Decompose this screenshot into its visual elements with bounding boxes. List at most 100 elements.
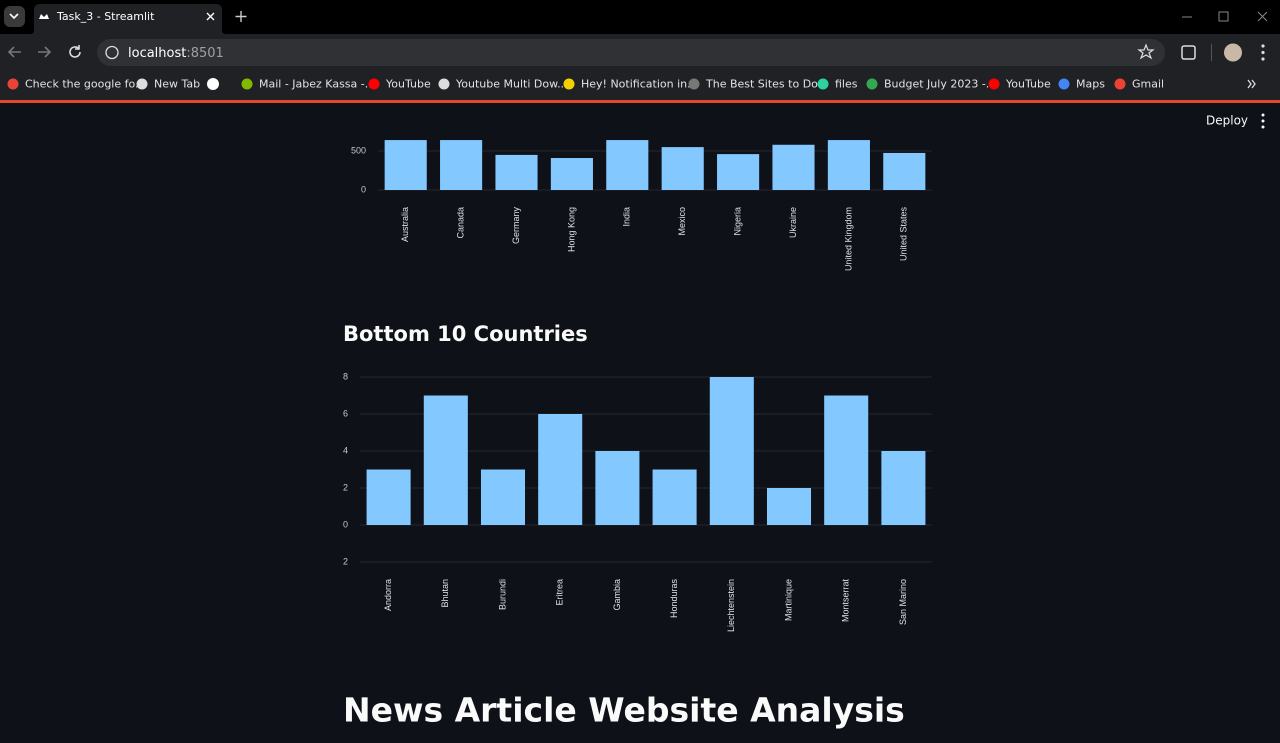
x-tick-label: Montserrat bbox=[841, 579, 851, 623]
bookmark-icon bbox=[988, 78, 1000, 90]
tab-close[interactable] bbox=[206, 12, 215, 21]
back-button[interactable] bbox=[7, 46, 21, 58]
bookmark-label: New Tab bbox=[154, 78, 200, 91]
bar bbox=[423, 395, 468, 525]
bookmark-label: Maps bbox=[1076, 78, 1105, 91]
bar-chart: 2 0 2 4 6 8 Andorra Bhutan Burundi Eritrea Gambia H… bbox=[343, 371, 932, 632]
x-tick-label: San Marino bbox=[898, 579, 908, 625]
bookmark[interactable]: Gmail bbox=[1114, 78, 1165, 91]
bookmark-label: files bbox=[835, 78, 858, 91]
bookmark-list: Check the google fo... New Tab Mail - Jabe… bbox=[7, 78, 1165, 91]
bookmark[interactable]: YouTube bbox=[988, 78, 1051, 91]
bookmark-label: The Best Sites to Do... bbox=[705, 78, 828, 91]
bookmark[interactable]: YouTube bbox=[368, 78, 431, 91]
bar bbox=[495, 154, 538, 190]
bookmark-label: Mail - Jabez Kassa -... bbox=[259, 78, 375, 91]
bookmark[interactable]: files bbox=[817, 78, 858, 91]
bar bbox=[661, 147, 704, 190]
x-tick-label: Eritrea bbox=[555, 579, 565, 606]
bar bbox=[538, 414, 583, 525]
bar bbox=[709, 377, 754, 525]
x-tick-label: Bhutan bbox=[440, 579, 450, 608]
bookmark[interactable]: The Best Sites to Do... bbox=[688, 78, 829, 91]
address-host: localhost bbox=[128, 46, 186, 61]
forward-button[interactable] bbox=[38, 46, 52, 58]
y-tick-label: 2 bbox=[343, 556, 348, 566]
bookmark[interactable]: Budget July 2023 -... bbox=[866, 78, 997, 91]
bar-chart: 0 500 Australia Canada Germany Hong Kong India… bbox=[351, 140, 932, 271]
separator bbox=[1211, 44, 1212, 61]
bookmark-icon bbox=[866, 78, 878, 90]
x-tick-label: Martinique bbox=[783, 579, 793, 621]
bar bbox=[827, 140, 870, 190]
bar bbox=[652, 469, 697, 525]
chart-title: Bottom 10 Countries bbox=[343, 322, 588, 346]
bookmark-label: YouTube bbox=[385, 78, 431, 91]
bookmark[interactable]: Mail - Jabez Kassa -... bbox=[241, 78, 376, 91]
bookmark-icon bbox=[1058, 78, 1070, 90]
bookmark-icon bbox=[563, 78, 575, 90]
tab-title: Task_3 - Streamlit bbox=[56, 10, 155, 23]
x-tick-label: Australia bbox=[400, 207, 410, 242]
bookmark-icon bbox=[438, 78, 450, 90]
address-port: :8501 bbox=[186, 46, 223, 61]
bookmark-icon bbox=[136, 78, 148, 90]
deploy-button[interactable]: Deploy bbox=[1206, 114, 1248, 128]
bookmark[interactable]: Youtube Multi Dow... bbox=[438, 78, 568, 91]
bar bbox=[366, 469, 411, 525]
x-tick-label: Nigeria bbox=[732, 207, 742, 236]
bookmark-icon bbox=[688, 78, 700, 90]
active-tab[interactable] bbox=[30, 4, 226, 34]
x-tick-label: Canada bbox=[455, 207, 465, 239]
bookmark-icon bbox=[241, 78, 253, 90]
bar bbox=[881, 451, 926, 525]
x-tick-label: United States bbox=[899, 207, 909, 262]
extensions-button[interactable] bbox=[1181, 45, 1196, 60]
streamlit-decoration bbox=[0, 100, 1280, 103]
y-tick-label: 8 bbox=[343, 371, 348, 381]
bar bbox=[717, 154, 760, 190]
x-tick-label: Germany bbox=[511, 207, 521, 245]
bookmark-label: YouTube bbox=[1005, 78, 1051, 91]
y-tick-label: 500 bbox=[351, 145, 366, 155]
x-tick-label: Mexico bbox=[677, 207, 687, 236]
bar bbox=[824, 395, 869, 525]
x-tick-label: Honduras bbox=[669, 579, 679, 619]
menu-button[interactable] bbox=[1261, 44, 1265, 61]
x-tick-label: Hong Kong bbox=[566, 207, 576, 252]
bar bbox=[883, 152, 926, 190]
profile-avatar[interactable] bbox=[1224, 43, 1242, 62]
bookmark-label: Hey! Notification in... bbox=[581, 78, 698, 91]
x-tick-label: Burundi bbox=[497, 579, 507, 610]
bar bbox=[550, 158, 593, 190]
bookmark[interactable]: Check the google fo... bbox=[7, 78, 146, 91]
bookmark-star[interactable] bbox=[1137, 43, 1155, 60]
y-tick-label: 0 bbox=[361, 184, 366, 194]
bookmark-label: Gmail bbox=[1132, 78, 1164, 91]
address-text: localhost:8501 bbox=[128, 46, 224, 61]
bookmark[interactable]: New Tab bbox=[136, 78, 201, 91]
site-info-icon[interactable] bbox=[105, 45, 119, 60]
x-tick-label: Liechtenstein bbox=[726, 579, 736, 632]
bar bbox=[606, 140, 649, 190]
x-tick-label: Ukraine bbox=[788, 207, 798, 238]
y-tick-label: 4 bbox=[343, 445, 348, 455]
bookmark-icon bbox=[817, 78, 829, 90]
reload-button[interactable] bbox=[69, 45, 81, 58]
address-bar[interactable] bbox=[97, 39, 1165, 66]
new-tab-button[interactable] bbox=[235, 11, 247, 22]
close-button[interactable] bbox=[1257, 11, 1268, 22]
bar bbox=[384, 140, 427, 190]
app-menu[interactable] bbox=[1261, 113, 1265, 129]
bar bbox=[766, 488, 812, 525]
x-tick-label: Andorra bbox=[383, 579, 393, 611]
bar bbox=[440, 140, 483, 190]
bar bbox=[595, 451, 640, 525]
bookmark[interactable]: Hey! Notification in... bbox=[563, 78, 698, 91]
bookmark-icon[interactable] bbox=[207, 78, 219, 90]
more-bookmarks[interactable] bbox=[1247, 79, 1256, 89]
restore-button[interactable] bbox=[1218, 11, 1229, 22]
bookmark[interactable]: Maps bbox=[1058, 78, 1106, 91]
charts: 0 500 Australia Canada Germany Hong Kong India… bbox=[343, 140, 932, 632]
